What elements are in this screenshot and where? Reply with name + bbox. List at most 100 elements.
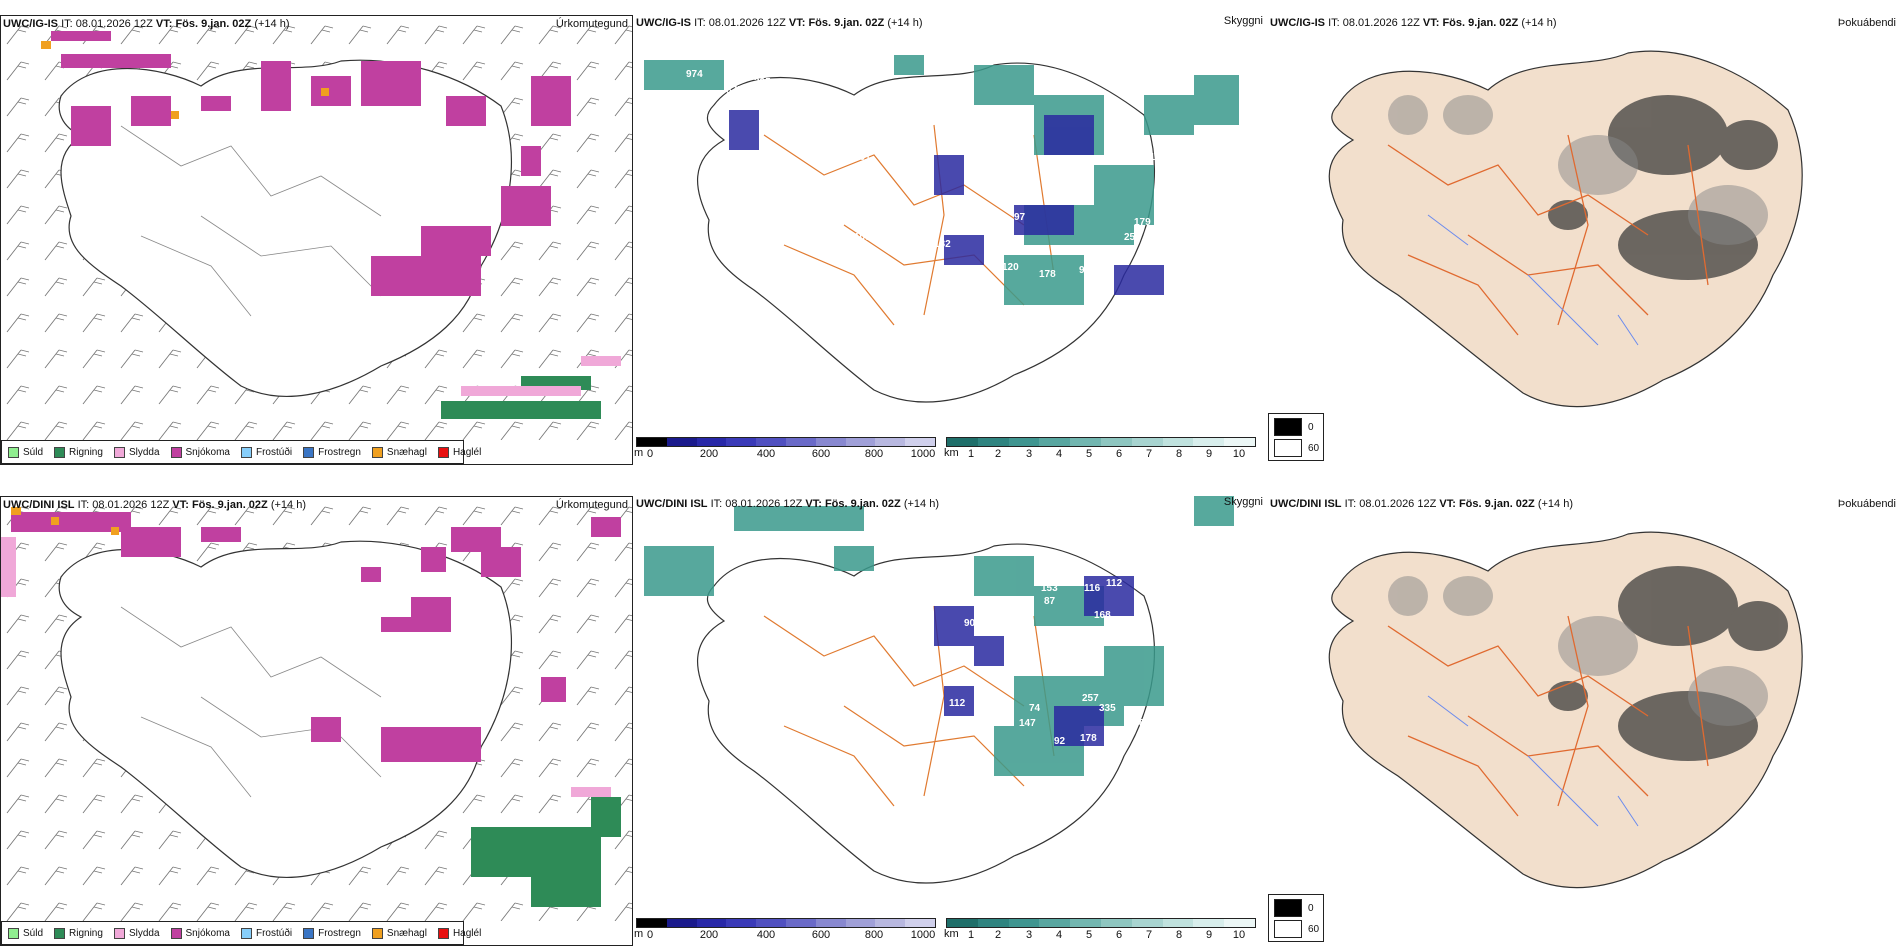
precip-type-map-top xyxy=(1,16,632,440)
colorbar-step xyxy=(1100,919,1132,927)
colorbar-step xyxy=(875,919,906,927)
it-value: 08.01.2026 12Z xyxy=(75,18,153,30)
legend-label: Snjókoma xyxy=(185,927,230,939)
product-name: Þokuábendi xyxy=(1837,17,1896,29)
lead-time: (+14 h) xyxy=(254,18,290,30)
it-label: IT: xyxy=(1328,17,1340,29)
vis-label: 97 xyxy=(1014,212,1026,223)
colorbar-step xyxy=(726,919,757,927)
product-name: Úrkomutegund xyxy=(555,499,628,511)
colorbar-step xyxy=(1131,919,1163,927)
it-label: IT: xyxy=(1344,498,1357,510)
fog-legend-swatch xyxy=(1274,418,1302,436)
legend-swatch xyxy=(8,446,19,458)
legend-swatch xyxy=(113,927,125,939)
fog-legend-value: 60 xyxy=(1308,923,1320,935)
it-value: 08.01.2026 12Z xyxy=(1359,498,1437,510)
legend-label: Haglél xyxy=(452,446,482,458)
colorbar-bar xyxy=(946,437,1256,447)
vis-label: 974 xyxy=(686,69,703,80)
vt-value: Fös. 9.jan. 02Z xyxy=(808,17,885,29)
colorbar-tick: 800 xyxy=(864,929,884,941)
legend-swatch xyxy=(240,446,252,458)
legend-swatch xyxy=(437,446,449,458)
fog-legend-value: 60 xyxy=(1308,442,1320,454)
product-name: Þokuábendi xyxy=(1837,498,1896,510)
colorbar-tick: 0 xyxy=(646,448,654,460)
colorbar-step xyxy=(1008,919,1040,927)
vis-label: 84 xyxy=(919,117,931,128)
panel-title: UWC/IG-IS IT: 08.01.2026 12Z VT: Fös. 9.… xyxy=(636,17,923,29)
vis-label: 51 xyxy=(939,132,951,143)
vis-label: 178 xyxy=(1039,269,1056,280)
colorbar-step xyxy=(977,438,1009,446)
lead-time: (+14 h) xyxy=(887,17,923,29)
legend-swatch xyxy=(371,927,383,939)
colorbar-step xyxy=(756,438,786,446)
colorbar-tick: 1 xyxy=(967,929,975,941)
legend-label: Frostúði xyxy=(255,446,293,458)
legend-item: Rigning xyxy=(54,446,103,458)
legend-label: Snæhagl xyxy=(386,446,427,458)
colorbar-tick: 3 xyxy=(1025,929,1033,941)
vis-label: 875 xyxy=(726,85,743,96)
lead-time: (+14 h) xyxy=(1521,17,1557,29)
vis-label: 92 xyxy=(1054,736,1066,747)
colorbar-tick: 8 xyxy=(1175,929,1183,941)
vis-label: 116 xyxy=(1084,583,1101,594)
colorbar-tick: 6 xyxy=(1115,448,1123,460)
fog-legend: 0 60 xyxy=(1268,894,1324,942)
colorbar-step xyxy=(637,919,667,927)
legend-item: Snæhagl xyxy=(371,927,427,939)
legend-item: Frostúði xyxy=(240,446,293,458)
colorbar-step xyxy=(905,919,935,927)
colorbar-step xyxy=(666,438,697,446)
colorbar-tick: 5 xyxy=(1085,448,1093,460)
colorbar-step xyxy=(696,438,727,446)
visibility-panel-bottom: 890 924 153 116 112 87 168 90 112 147 92… xyxy=(634,496,1267,946)
legend-item: Frostregn xyxy=(303,927,361,939)
legend-item: Súld xyxy=(8,927,43,939)
it-label: IT: xyxy=(61,18,73,30)
vis-label: 115 xyxy=(954,267,971,278)
vis-label: 924 xyxy=(1114,546,1131,557)
fog-panel-top: UWC/IG-IS IT: 08.01.2026 12Z VT: Fös. 9.… xyxy=(1268,15,1900,465)
vis-label: 941 xyxy=(1219,137,1236,148)
it-label: IT: xyxy=(77,499,90,511)
colorbar-tick: 600 xyxy=(811,448,831,460)
legend-item: Snjókoma xyxy=(170,927,230,939)
vt-value: Fös. 9.jan. 02Z xyxy=(1458,498,1535,510)
legend-label: Snjókoma xyxy=(185,446,230,458)
fog-legend-swatch xyxy=(1274,899,1302,917)
vis-label: 257 xyxy=(1082,693,1099,704)
colorbar-step xyxy=(845,919,876,927)
vt-label: VT: xyxy=(1422,17,1440,29)
fog-map-top xyxy=(1328,50,1803,408)
vt-label: VT: xyxy=(805,498,822,510)
legend-label: Rigning xyxy=(69,927,103,939)
colorbar-step xyxy=(1193,438,1225,446)
product-name: Úrkomutegund xyxy=(555,18,628,30)
vt-value: Fös. 9.jan. 02Z xyxy=(175,18,252,30)
fog-map-bottom xyxy=(1328,531,1803,889)
colorbar-tick: 1 xyxy=(967,448,975,460)
it-label: IT: xyxy=(694,17,706,29)
vis-label: 276 xyxy=(799,127,816,138)
colorbar-tick: 1000 xyxy=(910,448,936,460)
it-value: 08.01.2026 12Z xyxy=(1342,17,1420,29)
vis-label: 88 xyxy=(856,177,868,188)
vis-label: 225 xyxy=(754,77,771,88)
lead-time: (+14 h) xyxy=(903,498,939,510)
visibility-map-bottom: 890 924 153 116 112 87 168 90 112 147 92… xyxy=(644,496,1234,884)
fog-legend-row: 0 xyxy=(1274,418,1314,436)
legend-label: Snæhagl xyxy=(386,927,427,939)
legend-swatch xyxy=(113,446,125,458)
vis-label: 147 xyxy=(1019,718,1036,729)
vis-label: 97 xyxy=(934,99,946,110)
visibility-panel-top: 974 875 225 276 107 97 111 84 141 51 120… xyxy=(634,15,1267,465)
vis-label: 141 xyxy=(1014,132,1031,143)
legend-label: Súld xyxy=(23,446,44,458)
vis-label: 87 xyxy=(1044,596,1056,607)
vis-label: 120 xyxy=(1010,147,1027,158)
colorbar-ticks: 0 200 400 600 800 1000 xyxy=(636,448,936,460)
